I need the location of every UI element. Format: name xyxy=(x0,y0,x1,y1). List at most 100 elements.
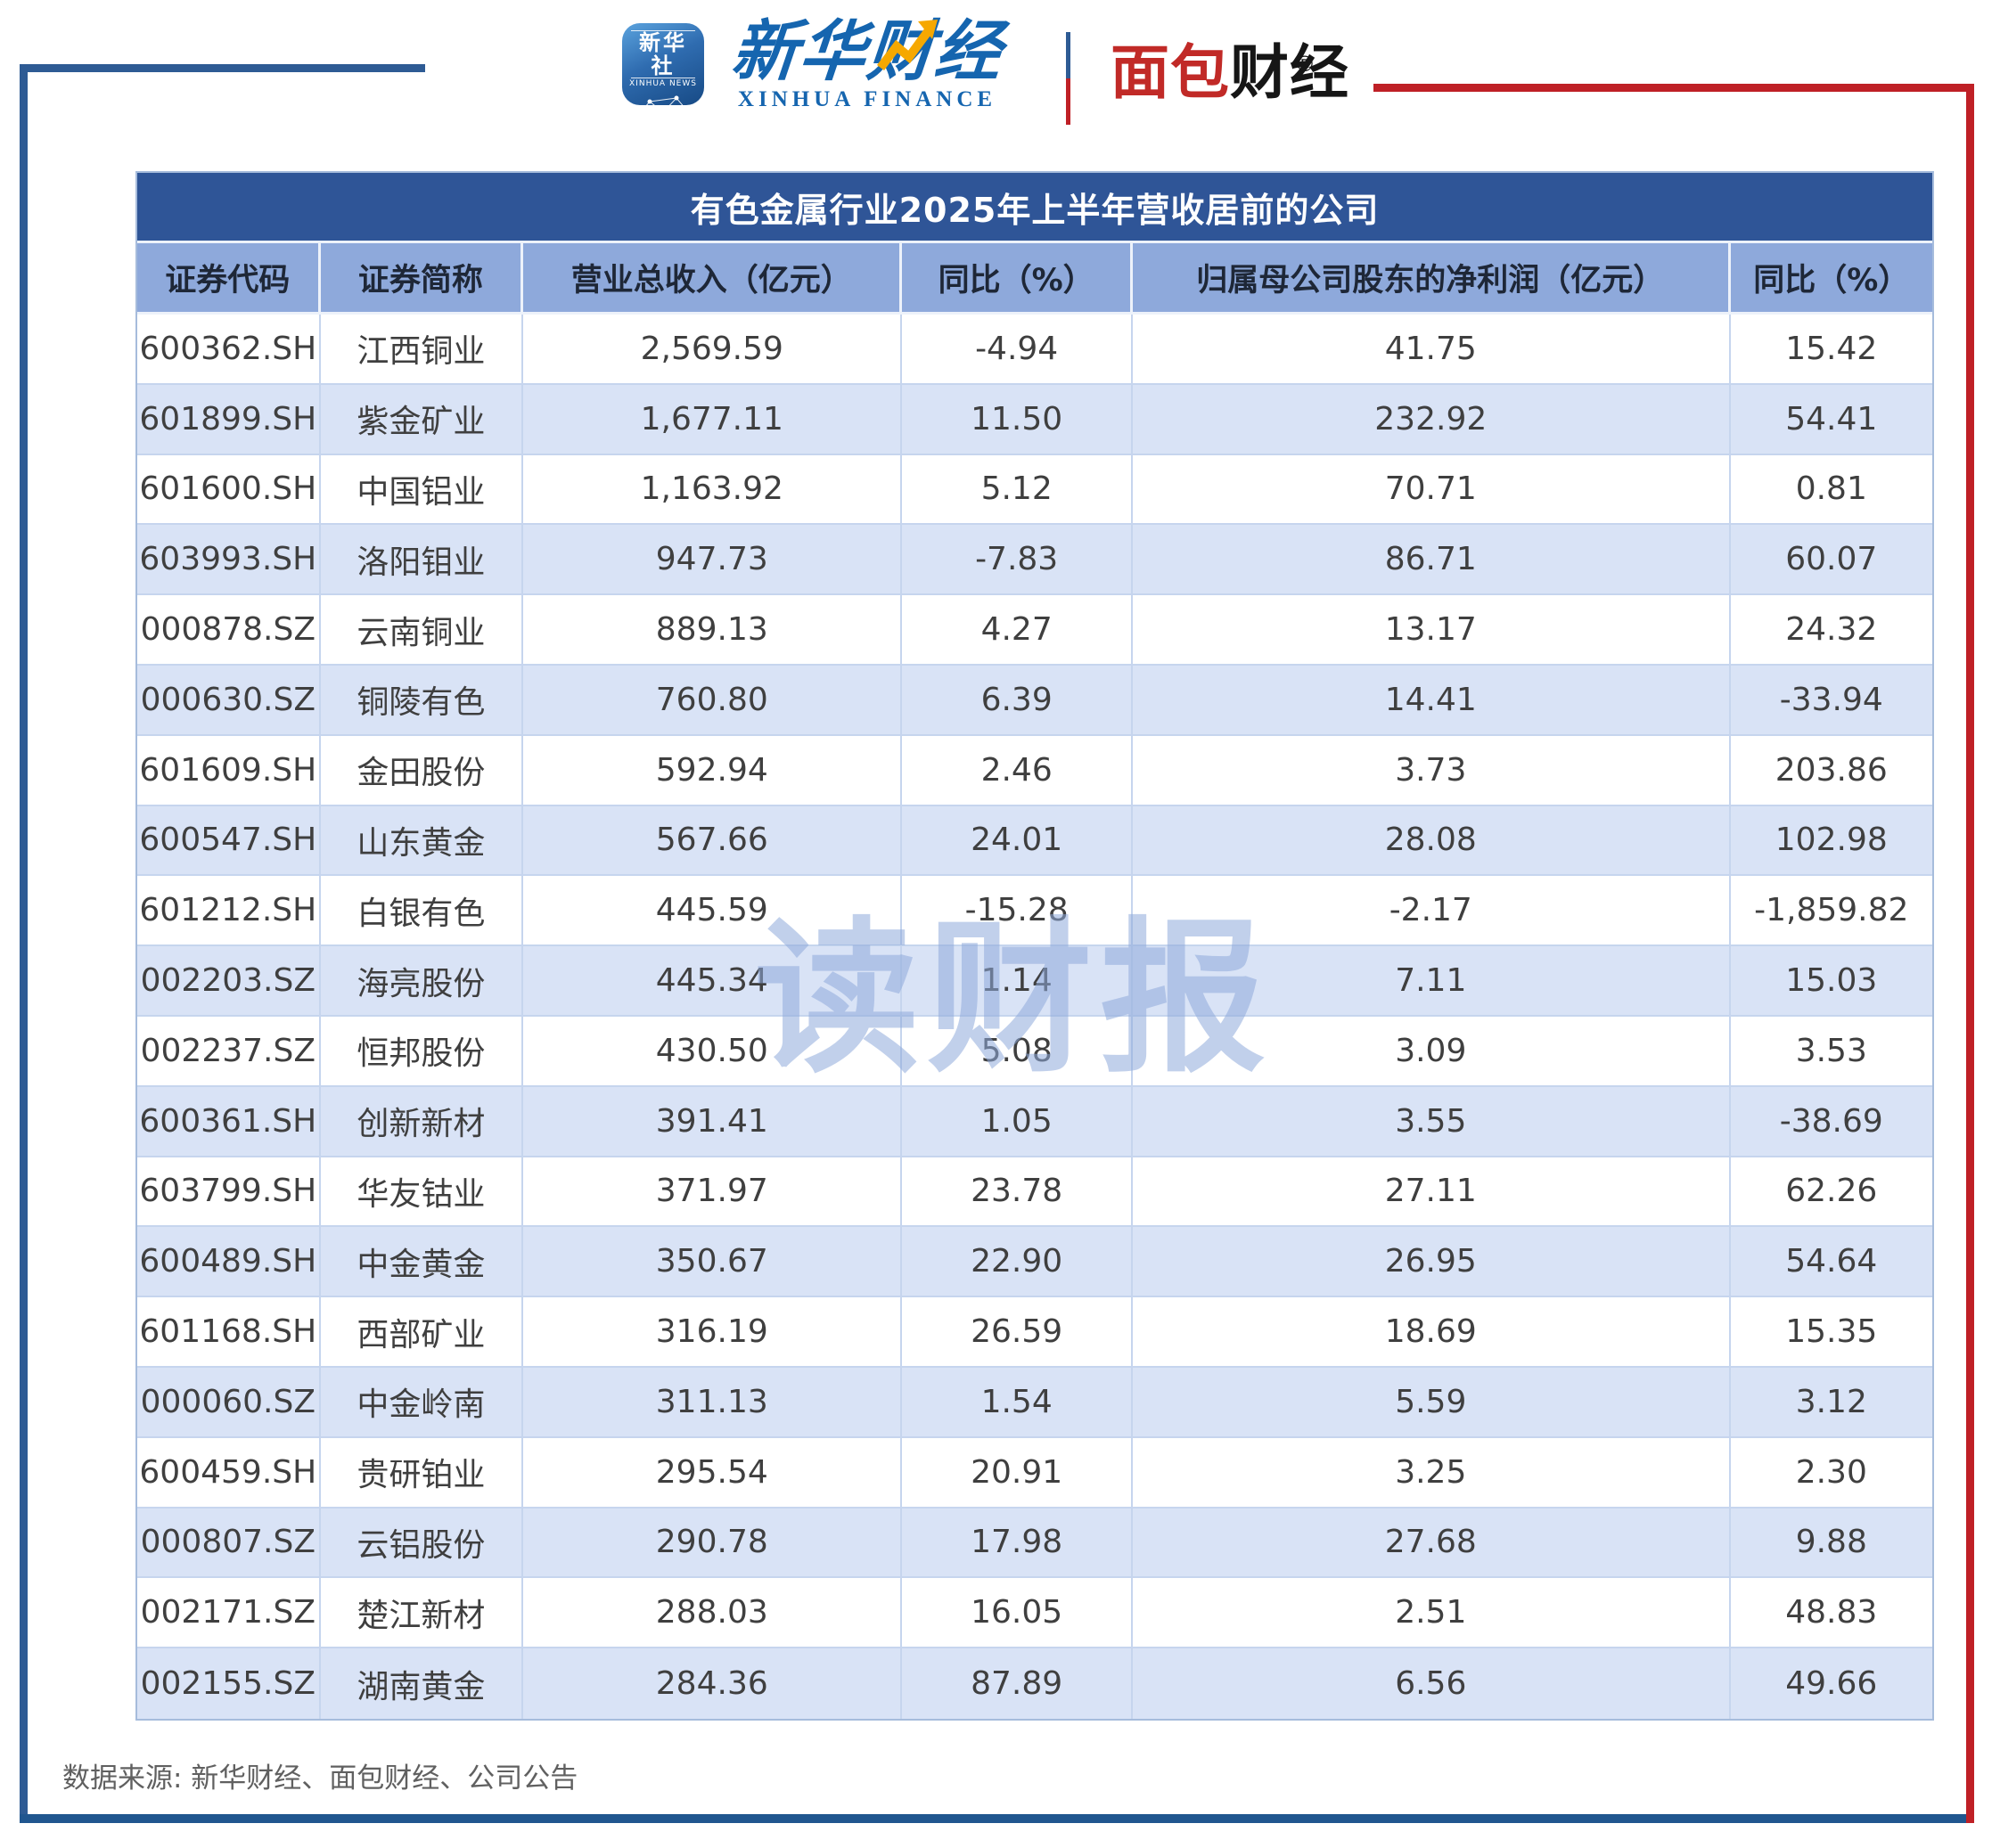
brand-divider-blue xyxy=(1066,32,1070,78)
frame-line-top-left xyxy=(20,64,425,72)
cell-stock-code: 601212.SH xyxy=(137,876,321,945)
table-row: 601168.SH 西部矿业 316.19 26.59 18.69 15.35 xyxy=(137,1297,1932,1368)
cell-stock-code: 603993.SH xyxy=(137,525,321,594)
cell-net-profit: 3.55 xyxy=(1133,1086,1731,1156)
cell-profit-yoy: 49.66 xyxy=(1785,1665,1878,1703)
cell-net-profit: 3.09 xyxy=(1133,1016,1731,1085)
cell-stock-name: 中国铝业 xyxy=(321,454,524,524)
cell-net-profit: 3.73 xyxy=(1133,735,1731,805)
cell-revenue-yoy: 23.78 xyxy=(902,1157,1133,1226)
cell-revenue-yoy: 16.05 xyxy=(902,1578,1133,1648)
cell-stock-name: 云南铜业 xyxy=(321,595,524,664)
cell-net-profit: 3.25 xyxy=(1133,1437,1731,1507)
cell-net-profit: 6.56 xyxy=(1133,1648,1731,1719)
frame-line-left xyxy=(20,64,28,1823)
cell-revenue-yoy: 24.01 xyxy=(902,805,1133,875)
cell-profit-yoy: 9.88 xyxy=(1795,1524,1867,1561)
cell-revenue-yoy: 6.39 xyxy=(902,665,1133,734)
table-header-row: 证券代码 证券简称 营业总收入（亿元） 同比（%） 归属母公司股东的净利润（亿元… xyxy=(137,243,1932,315)
cell-profit-yoy: 54.64 xyxy=(1785,1243,1878,1280)
cell-stock-name: 恒邦股份 xyxy=(321,1016,524,1085)
cell-revenue: 889.13 xyxy=(523,595,903,664)
table-row: 601899.SH 紫金矿业 1,677.11 11.50 232.92 54.… xyxy=(137,384,1932,455)
registered-mark-icon: ® xyxy=(1294,52,1316,77)
cell-revenue: 371.97 xyxy=(523,1157,903,1226)
cell-revenue: 1,163.92 xyxy=(523,454,903,524)
cell-stock-code: 600361.SH xyxy=(137,1086,321,1156)
cell-revenue-yoy: 1.54 xyxy=(902,1367,1133,1436)
cell-stock-code: 000807.SZ xyxy=(137,1508,321,1577)
cell-revenue: 445.59 xyxy=(523,876,903,945)
cell-stock-code: 601899.SH xyxy=(137,384,321,454)
col-header-name: 证券简称 xyxy=(321,243,524,312)
cell-stock-code: 600547.SH xyxy=(137,805,321,875)
col-header-profit-yoy: 同比（%） xyxy=(1753,263,1910,298)
table-title: 有色金属行业2025年上半年营收居前的公司 xyxy=(137,173,1932,243)
cell-stock-code: 600362.SH xyxy=(137,315,321,383)
cell-revenue-yoy: 11.50 xyxy=(902,384,1133,454)
xinhua-finance-logo: 新华财经 XINHUA FINANCE xyxy=(724,13,1011,112)
rising-arrow-icon xyxy=(877,20,938,70)
cell-stock-code: 000878.SZ xyxy=(137,595,321,664)
col-header-net-profit: 归属母公司股东的净利润（亿元） xyxy=(1133,243,1731,312)
cell-revenue-yoy: 5.08 xyxy=(902,1016,1133,1085)
table-row: 600489.SH 中金黄金 350.67 22.90 26.95 54.64 xyxy=(137,1227,1932,1298)
cell-revenue: 760.80 xyxy=(523,665,903,734)
col-header-revenue: 营业总收入（亿元） xyxy=(523,243,903,312)
cell-stock-code: 601600.SH xyxy=(137,454,321,524)
cell-net-profit: 232.92 xyxy=(1133,384,1731,454)
revenue-table: 有色金属行业2025年上半年营收居前的公司 证券代码 证券简称 营业总收入（亿元… xyxy=(135,171,1934,1721)
cell-profit-yoy: 15.42 xyxy=(1785,330,1878,367)
table-row: 002237.SZ 恒邦股份 430.50 5.08 3.09 3.53 xyxy=(137,1016,1932,1087)
cell-net-profit: 13.17 xyxy=(1133,595,1731,664)
table-row: 000060.SZ 中金岭南 311.13 1.54 5.59 3.12 xyxy=(137,1367,1932,1438)
cell-stock-code: 601609.SH xyxy=(137,735,321,805)
table-row: 601600.SH 中国铝业 1,163.92 5.12 70.71 0.81 xyxy=(137,454,1932,526)
table-row: 603799.SH 华友钴业 371.97 23.78 27.11 62.26 xyxy=(137,1157,1932,1228)
table-row: 603993.SH 洛阳钼业 947.73 -7.83 86.71 60.07 xyxy=(137,525,1932,596)
cell-net-profit: 7.11 xyxy=(1133,946,1731,1015)
cell-profit-yoy: 60.07 xyxy=(1785,541,1878,578)
cell-stock-name: 铜陵有色 xyxy=(321,665,524,734)
cell-net-profit: 27.68 xyxy=(1133,1508,1731,1577)
xinhua-icon-title: 新华社 xyxy=(631,30,695,78)
cell-net-profit: 86.71 xyxy=(1133,525,1731,594)
xinhua-finance-en: XINHUA FINANCE xyxy=(737,87,997,111)
xinhua-finance-cn: 新华财经 xyxy=(728,13,1006,90)
table-row: 601609.SH 金田股份 592.94 2.46 3.73 203.86 xyxy=(137,735,1932,806)
data-source-note: 数据来源: 新华财经、面包财经、公司公告 xyxy=(62,1762,578,1795)
cell-revenue: 2,569.59 xyxy=(523,315,903,383)
cell-stock-name: 贵研铂业 xyxy=(321,1437,524,1507)
cell-revenue-yoy: 20.91 xyxy=(902,1437,1133,1507)
cell-net-profit: 27.11 xyxy=(1133,1157,1731,1226)
cell-revenue-yoy: -7.83 xyxy=(902,525,1133,594)
cell-revenue: 592.94 xyxy=(523,735,903,805)
cell-profit-yoy: -38.69 xyxy=(1779,1102,1883,1140)
mianbao-logo-black: 财经 xyxy=(1230,38,1349,107)
cell-profit-yoy: 24.32 xyxy=(1785,611,1878,649)
cell-revenue-yoy: 5.12 xyxy=(902,454,1133,524)
table-row: 000878.SZ 云南铜业 889.13 4.27 13.17 24.32 xyxy=(137,595,1932,666)
cell-stock-name: 江西铜业 xyxy=(321,315,524,383)
cell-net-profit: -2.17 xyxy=(1133,876,1731,945)
cell-revenue: 284.36 xyxy=(523,1648,903,1719)
cell-net-profit: 14.41 xyxy=(1133,665,1731,734)
table-row: 002203.SZ 海亮股份 445.34 1.14 7.11 15.03 xyxy=(137,946,1932,1017)
cell-revenue-yoy: -4.94 xyxy=(902,315,1133,383)
network-globe-icon xyxy=(646,95,684,105)
cell-stock-code: 600459.SH xyxy=(137,1437,321,1507)
cell-revenue-yoy: 1.14 xyxy=(902,946,1133,1015)
cell-net-profit: 18.69 xyxy=(1133,1297,1731,1366)
cell-profit-yoy: 3.53 xyxy=(1795,1032,1867,1069)
cell-revenue-yoy: 87.89 xyxy=(902,1648,1133,1719)
cell-stock-name: 中金岭南 xyxy=(321,1367,524,1436)
frame-line-right xyxy=(1966,84,1974,1823)
cell-stock-name: 云铝股份 xyxy=(321,1508,524,1577)
cell-revenue: 288.03 xyxy=(523,1578,903,1648)
table-row: 600362.SH 江西铜业 2,569.59 -4.94 41.75 15.4… xyxy=(137,315,1932,385)
cell-net-profit: 28.08 xyxy=(1133,805,1731,875)
cell-revenue: 430.50 xyxy=(523,1016,903,1085)
cell-revenue-yoy: -15.28 xyxy=(902,876,1133,945)
cell-revenue: 311.13 xyxy=(523,1367,903,1436)
